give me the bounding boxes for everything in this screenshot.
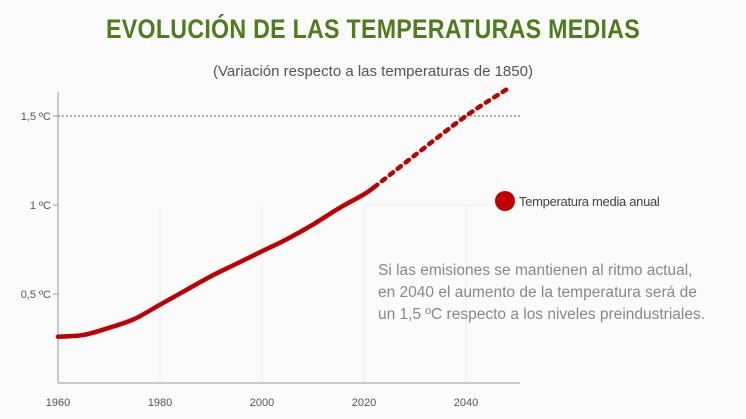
chart-subtitle: (Variación respecto a las temperaturas d… [213,63,533,80]
annotation-line: Si las emisiones se mantienen al ritmo a… [378,262,693,279]
y-tick-label: 1,5 ºC [21,111,51,123]
x-tick-label: 2040 [454,397,478,409]
series-line-observed [55,184,377,339]
x-tick-label: 2020 [352,397,376,409]
chart-title: EVOLUCIÓN DE LAS TEMPERATURAS MEDIAS [106,14,640,44]
y-tick-label: 1 ºC [30,200,51,212]
annotation-line: un 1,5 ºC respecto a los niveles preindu… [378,306,706,323]
y-tick-label: 0,5 ºC [21,289,51,301]
legend-marker [495,191,515,211]
legend: Temperatura media anual [495,191,660,211]
x-tick-label: 1980 [148,397,172,409]
annotation: Si las emisiones se mantienen al ritmo a… [378,260,718,326]
legend-label: Temperatura media anual [519,193,660,209]
annotation-line: en 2040 el aumento de la temperatura ser… [378,284,697,301]
x-tick-label: 2000 [250,397,274,409]
x-tick-label: 1960 [46,397,70,409]
series-line-projection [371,87,510,190]
